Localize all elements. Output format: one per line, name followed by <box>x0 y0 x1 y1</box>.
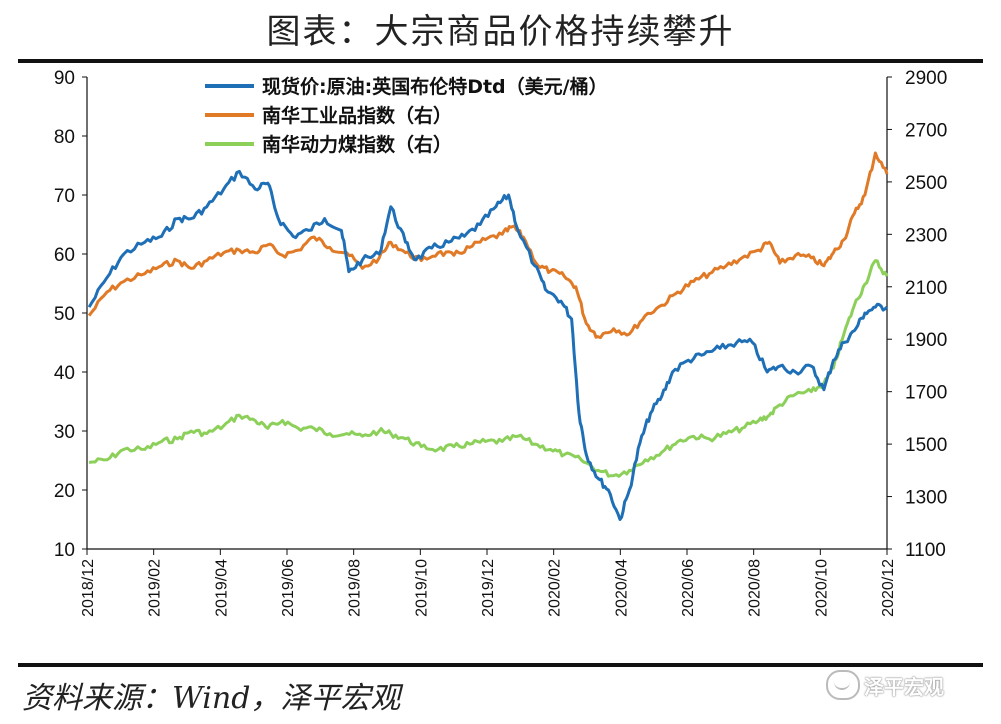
x-tick-label: 2020/04 <box>613 559 630 617</box>
x-tick-label: 2020/10 <box>813 559 830 617</box>
right-tick-label: 2900 <box>905 68 947 89</box>
top-rule <box>18 59 983 63</box>
x-tick-label: 2019/12 <box>480 559 497 617</box>
left-tick-label: 40 <box>54 363 75 384</box>
series-line-industrial <box>87 151 889 340</box>
left-tick-label: 20 <box>54 481 75 502</box>
source-note: 资料来源：Wind，泽平宏观 <box>22 681 401 716</box>
x-tick-label: 2020/06 <box>680 559 697 617</box>
right-tick-label: 1100 <box>905 540 946 561</box>
right-tick-label: 2300 <box>905 225 947 246</box>
x-tick-label: 2018/12 <box>80 559 97 617</box>
x-tick-label: 2019/06 <box>280 559 297 617</box>
x-tick-label: 2019/08 <box>347 559 364 617</box>
legend-label-brent: 现货价:原油:英国布伦特Dtd（美元/桶） <box>262 75 608 98</box>
x-tick-label: 2020/08 <box>747 559 764 617</box>
right-tick-label: 1900 <box>905 330 947 351</box>
left-tick-label: 70 <box>54 186 75 207</box>
left-tick-label: 10 <box>54 540 75 561</box>
watermark-text: 泽平宏观 <box>864 674 944 699</box>
watermark: 泽平宏观 <box>826 670 944 700</box>
right-tick-label: 2700 <box>905 120 947 141</box>
right-tick-label: 2500 <box>905 173 947 194</box>
left-tick-label: 30 <box>54 422 75 443</box>
x-tick-label: 2020/02 <box>547 559 564 617</box>
x-tick-label: 2019/10 <box>413 559 430 617</box>
right-tick-label: 1700 <box>905 383 947 404</box>
right-tick-label: 2100 <box>905 278 947 299</box>
left-tick-label: 50 <box>54 304 75 325</box>
chart-title: 图表：大宗商品价格持续攀升 <box>266 12 735 52</box>
series-line-coal <box>88 259 889 478</box>
left-tick-label: 60 <box>54 245 75 266</box>
chat-bubble-icon <box>826 670 860 700</box>
legend-label-industrial: 南华工业品指数（右） <box>262 104 452 127</box>
x-tick-label: 2020/12 <box>880 559 897 617</box>
bottom-rule <box>18 663 983 667</box>
left-tick-label: 90 <box>54 68 75 89</box>
series-line-brent <box>87 169 889 521</box>
x-tick-label: 2019/04 <box>213 559 230 617</box>
left-tick-label: 80 <box>54 127 75 148</box>
x-tick-label: 2019/02 <box>147 559 164 617</box>
legend-label-coal: 南华动力煤指数（右） <box>262 133 452 156</box>
right-tick-label: 1300 <box>905 488 947 509</box>
right-tick-label: 1500 <box>905 435 947 456</box>
